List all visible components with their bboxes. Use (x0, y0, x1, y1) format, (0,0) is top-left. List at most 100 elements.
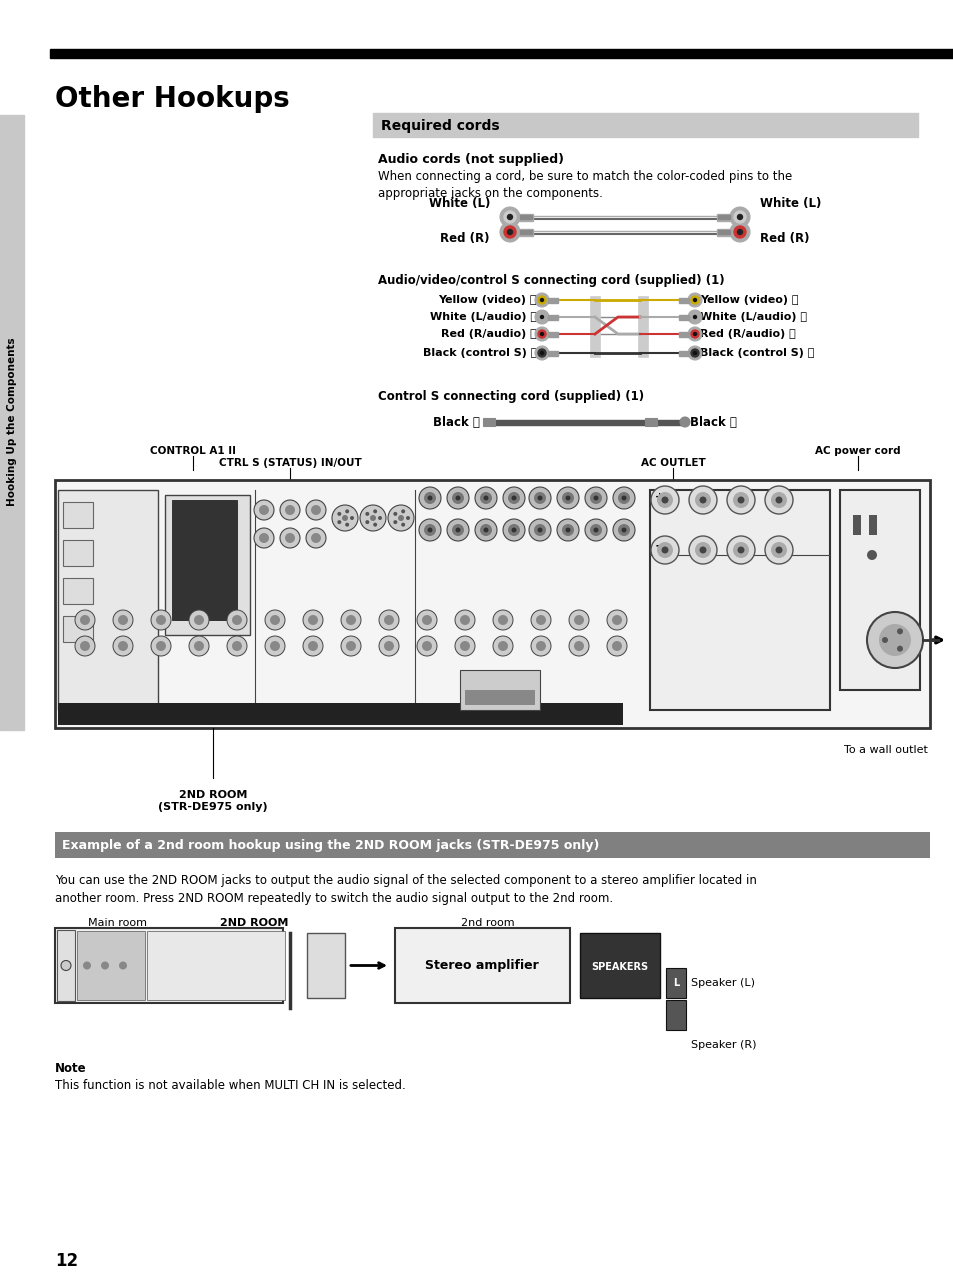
Text: +: + (655, 492, 663, 502)
Circle shape (878, 624, 910, 656)
Text: Black (control S) Ⓓ: Black (control S) Ⓓ (422, 348, 537, 358)
Circle shape (502, 487, 524, 510)
Circle shape (537, 349, 545, 357)
Circle shape (265, 636, 285, 656)
Circle shape (459, 641, 470, 651)
Circle shape (455, 527, 460, 533)
Circle shape (493, 610, 513, 631)
Circle shape (483, 496, 488, 501)
Circle shape (574, 641, 583, 651)
Circle shape (280, 499, 299, 520)
Bar (77, 931, 145, 1000)
Text: 12: 12 (55, 1252, 78, 1270)
Circle shape (455, 636, 475, 656)
Circle shape (227, 610, 247, 631)
Text: White (L): White (L) (428, 197, 490, 210)
Circle shape (401, 510, 405, 513)
Text: Yellow (video) Ⓐ: Yellow (video) Ⓐ (438, 296, 537, 304)
Circle shape (687, 310, 701, 324)
Text: Stereo amplifier: Stereo amplifier (425, 959, 538, 972)
Text: White (L/audio) Ⓑ: White (L/audio) Ⓑ (430, 312, 537, 322)
Circle shape (589, 524, 601, 536)
Circle shape (568, 610, 588, 631)
Circle shape (693, 352, 696, 354)
Bar (679, 331, 688, 336)
Circle shape (311, 505, 320, 515)
Bar (172, 499, 236, 620)
Text: Red (R/audio) Ⓒ: Red (R/audio) Ⓒ (700, 329, 795, 339)
Bar (679, 315, 688, 320)
Circle shape (535, 347, 548, 361)
Bar (852, 515, 861, 535)
Circle shape (503, 225, 516, 238)
Circle shape (350, 516, 354, 520)
Circle shape (346, 615, 355, 626)
Circle shape (866, 550, 876, 561)
Bar (718, 215, 729, 219)
Circle shape (775, 547, 781, 553)
Circle shape (537, 330, 545, 338)
Circle shape (613, 487, 635, 510)
Circle shape (452, 524, 463, 536)
Circle shape (258, 533, 269, 543)
Circle shape (232, 615, 242, 626)
Circle shape (265, 610, 285, 631)
Circle shape (695, 492, 710, 508)
Text: 2ND ROOM
(STR-DE975 only): 2ND ROOM (STR-DE975 only) (158, 790, 268, 812)
Bar (50, 48, 953, 59)
Circle shape (688, 485, 717, 513)
Circle shape (101, 962, 109, 970)
Circle shape (732, 541, 748, 558)
Circle shape (337, 520, 341, 524)
Bar (868, 515, 876, 535)
Circle shape (729, 206, 749, 227)
Text: Black (control S) Ⓓ: Black (control S) Ⓓ (700, 348, 814, 358)
Circle shape (112, 636, 132, 656)
Circle shape (660, 497, 668, 503)
Bar (718, 231, 729, 234)
Circle shape (365, 512, 369, 516)
Bar (547, 298, 558, 302)
Circle shape (421, 641, 432, 651)
Text: Red (R/audio) Ⓒ: Red (R/audio) Ⓒ (441, 329, 537, 339)
Circle shape (340, 610, 360, 631)
Text: Required cords: Required cords (380, 118, 499, 132)
Circle shape (612, 641, 621, 651)
Text: Note: Note (55, 1063, 87, 1075)
Text: Red (R): Red (R) (760, 232, 809, 245)
Circle shape (475, 519, 497, 541)
Circle shape (452, 492, 463, 505)
Circle shape (529, 519, 551, 541)
Text: Audio cords (not supplied): Audio cords (not supplied) (377, 153, 563, 166)
Circle shape (529, 487, 551, 510)
Bar (55, 480, 929, 727)
Circle shape (507, 214, 512, 219)
Bar (638, 296, 647, 357)
Circle shape (156, 641, 166, 651)
Circle shape (227, 636, 247, 656)
Circle shape (537, 296, 545, 304)
Circle shape (584, 519, 606, 541)
Circle shape (384, 615, 394, 626)
Circle shape (193, 615, 204, 626)
Circle shape (726, 485, 754, 513)
Bar (57, 930, 75, 1001)
Circle shape (119, 962, 127, 970)
Circle shape (80, 641, 90, 651)
Circle shape (156, 615, 166, 626)
Circle shape (308, 615, 317, 626)
Circle shape (536, 641, 545, 651)
Circle shape (650, 536, 679, 564)
Circle shape (565, 496, 570, 501)
Circle shape (568, 636, 588, 656)
Circle shape (75, 636, 95, 656)
Circle shape (733, 211, 745, 223)
Circle shape (695, 541, 710, 558)
Bar (518, 214, 533, 220)
Circle shape (365, 520, 369, 524)
Circle shape (657, 541, 672, 558)
Text: CTRL S (STATUS) IN/OUT: CTRL S (STATUS) IN/OUT (218, 457, 361, 468)
Bar (547, 315, 558, 320)
Circle shape (118, 615, 128, 626)
Circle shape (479, 524, 492, 536)
